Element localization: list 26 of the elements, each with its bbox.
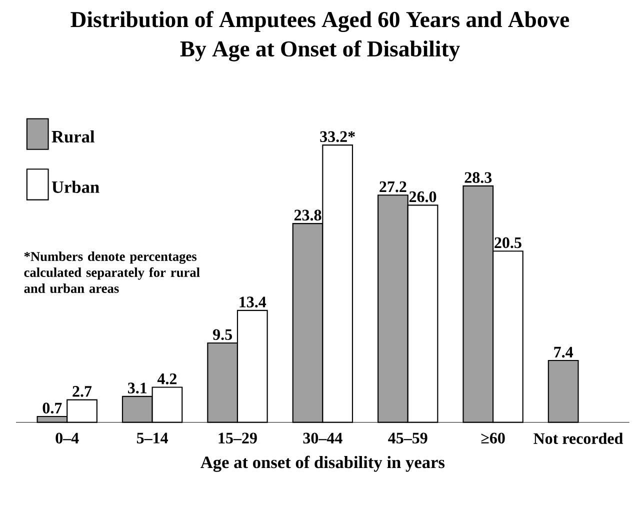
chart-title: Distribution of Amputees Aged 60 Years and Above — [70, 11, 570, 32]
data-label: 27.2 — [380, 181, 406, 192]
data-label: 33.2* — [320, 131, 355, 142]
x-tick-label: Not recorded — [534, 432, 624, 444]
x-axis-title: Age at onset of disability in years — [200, 456, 445, 472]
data-label: 0.7 — [42, 402, 62, 414]
x-tick-label: 30–44 — [303, 432, 342, 444]
annotation: *Numbers denote percentages calculated separately for rural and urban areas — [24, 252, 200, 293]
data-label: 20.5 — [494, 237, 522, 248]
data-label: 9.5 — [213, 329, 232, 340]
data-label: 23.8 — [294, 210, 322, 221]
data-label: 7.4 — [554, 346, 574, 358]
data-label: 2.7 — [72, 386, 92, 397]
x-tick-label: ≥60 — [481, 432, 505, 444]
x-tick-label: 45–59 — [388, 432, 428, 444]
x-tick-label: 0–4 — [56, 432, 79, 444]
data-label: 13.4 — [240, 296, 266, 308]
data-label: 28.3 — [464, 172, 492, 184]
chart-subtitle: By Age at Onset of Disability — [180, 40, 460, 62]
x-tick-label: 5–14 — [136, 432, 168, 444]
legend-label: Rural — [52, 130, 94, 143]
data-label: 3.1 — [128, 382, 147, 394]
x-tick-label: 15–29 — [218, 432, 257, 444]
data-label: 4.2 — [157, 373, 177, 384]
legend-label: Urban — [52, 180, 100, 193]
data-label: 26.0 — [409, 191, 436, 202]
